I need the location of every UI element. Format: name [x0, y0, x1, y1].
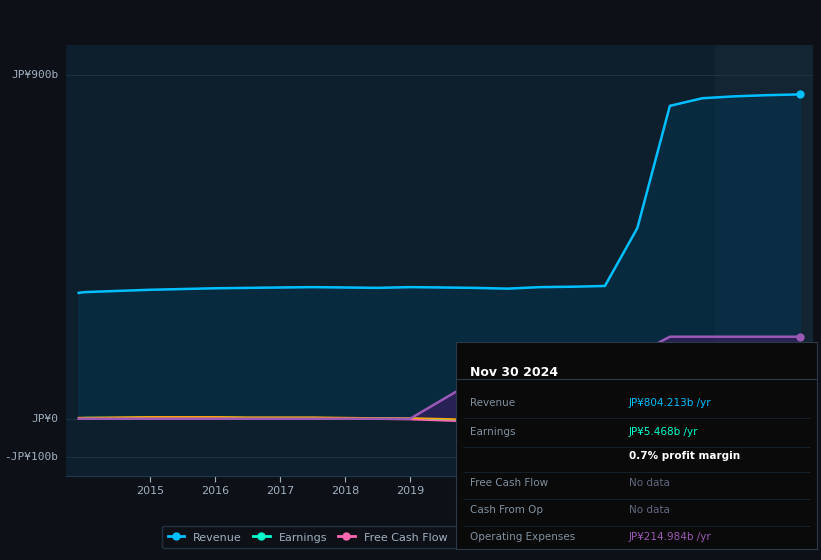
Text: JP¥804.213b /yr: JP¥804.213b /yr — [629, 398, 712, 408]
Text: -JP¥100b: -JP¥100b — [4, 452, 58, 462]
Legend: Revenue, Earnings, Free Cash Flow, Cash From Op, Operating Expenses: Revenue, Earnings, Free Cash Flow, Cash … — [162, 526, 717, 548]
Text: Earnings: Earnings — [470, 427, 516, 437]
Text: Revenue: Revenue — [470, 398, 516, 408]
Text: No data: No data — [629, 505, 670, 515]
Text: JP¥900b: JP¥900b — [11, 71, 58, 80]
Text: JP¥214.984b /yr: JP¥214.984b /yr — [629, 532, 712, 542]
Text: Nov 30 2024: Nov 30 2024 — [470, 366, 558, 380]
Text: 0.7% profit margin: 0.7% profit margin — [629, 451, 741, 461]
Text: No data: No data — [629, 478, 670, 488]
Text: Free Cash Flow: Free Cash Flow — [470, 478, 548, 488]
Text: Cash From Op: Cash From Op — [470, 505, 544, 515]
Text: Operating Expenses: Operating Expenses — [470, 532, 576, 542]
Text: JP¥5.468b /yr: JP¥5.468b /yr — [629, 427, 699, 437]
Bar — [715, 45, 813, 476]
Text: JP¥0: JP¥0 — [31, 414, 58, 424]
